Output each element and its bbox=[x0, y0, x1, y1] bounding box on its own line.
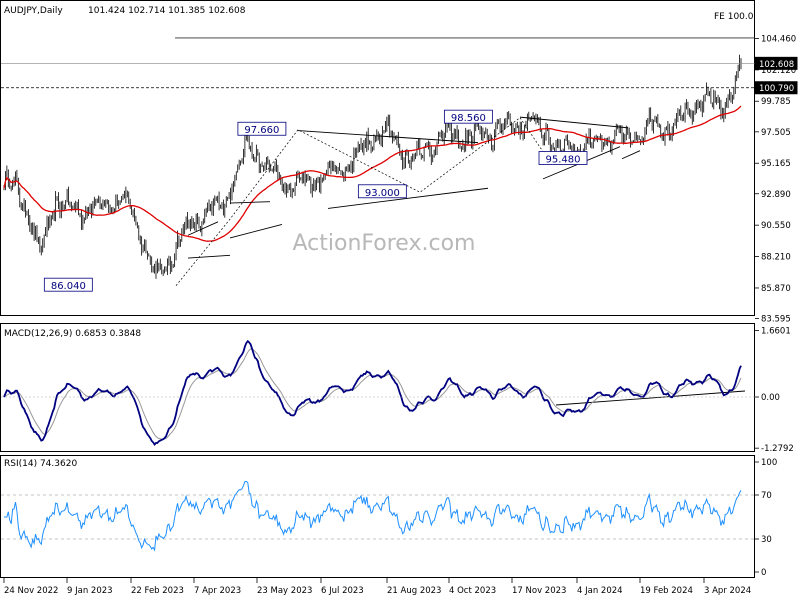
x-axis-label: 6 Jul 2023 bbox=[321, 586, 364, 596]
price-axis-label: 83.595 bbox=[761, 315, 791, 325]
rsi-layer bbox=[1, 480, 755, 552]
trend-line bbox=[229, 224, 283, 239]
x-axis-label: 7 Apr 2023 bbox=[194, 586, 241, 596]
macd-panel-frame bbox=[0, 323, 755, 452]
rsi-panel-frame bbox=[0, 455, 755, 578]
x-axis-label: 4 Jan 2024 bbox=[577, 586, 623, 596]
trend-line bbox=[519, 116, 629, 129]
axis-price-box-label: 100.790 bbox=[759, 84, 794, 94]
trend-line bbox=[187, 221, 219, 236]
macd-layer bbox=[1, 339, 755, 446]
annotation-box bbox=[43, 277, 93, 292]
macd-axis-label: 1.6601 bbox=[761, 327, 791, 337]
trend-line bbox=[297, 130, 479, 144]
macd-axis-label: 0.00 bbox=[761, 393, 780, 403]
trend-line bbox=[327, 187, 489, 209]
x-axis-label: 23 May 2023 bbox=[257, 586, 312, 596]
price-axis-label: 85.870 bbox=[761, 284, 791, 294]
x-axis-label: 3 Apr 2024 bbox=[704, 586, 751, 596]
price-annotation: 93.000 bbox=[357, 184, 407, 199]
annotation-label: 86.040 bbox=[51, 281, 86, 292]
price-axis-label: 92.890 bbox=[761, 190, 791, 200]
price-axis-label: 97.505 bbox=[761, 128, 791, 138]
annotation-box bbox=[357, 184, 407, 199]
axis-price-box-label: 102.608 bbox=[759, 60, 794, 70]
price-annotation: 98.560 bbox=[443, 109, 493, 124]
x-axis-label: 22 Feb 2023 bbox=[131, 586, 184, 596]
price-axis-label: 90.550 bbox=[761, 221, 791, 231]
price-layer: 86.040 97.660 93.000 98.560 95.480 bbox=[1, 37, 755, 292]
annotation-box bbox=[538, 151, 588, 165]
annotation-box bbox=[443, 109, 493, 124]
axis-price-box bbox=[754, 56, 798, 70]
macd-signal-line bbox=[3, 348, 742, 440]
price-annotation: 86.040 bbox=[43, 277, 93, 292]
price-axis-label: 99.785 bbox=[761, 97, 791, 107]
axis-price-box bbox=[754, 81, 798, 95]
annotation-label: 93.000 bbox=[365, 188, 400, 199]
trend-line bbox=[621, 150, 641, 160]
chart-symbol: AUDJPY,Daily bbox=[4, 6, 63, 16]
x-axis-label: 19 Feb 2024 bbox=[640, 586, 693, 596]
macd-trend-line bbox=[555, 390, 746, 406]
rsi-axis-label: 30 bbox=[761, 535, 772, 545]
fe-label: FE 100.0 bbox=[714, 12, 754, 22]
annotation-label: 98.560 bbox=[451, 113, 486, 124]
x-axis-label: 4 Oct 2023 bbox=[449, 586, 496, 596]
annotation-label: 97.660 bbox=[244, 125, 279, 136]
x-axis-label: 9 Jan 2023 bbox=[67, 586, 113, 596]
macd-line bbox=[3, 339, 742, 446]
rsi-axis-label: 70 bbox=[761, 491, 772, 501]
annotation-label: 95.480 bbox=[546, 155, 581, 166]
macd-axis-label: -1.2792 bbox=[761, 444, 794, 454]
rsi-axis-label: 0 bbox=[761, 568, 766, 578]
price-axis-label: 102.120 bbox=[761, 66, 796, 76]
chart-ohlc: 101.424 102.714 101.385 102.608 bbox=[88, 6, 246, 16]
price-axis-label: 104.460 bbox=[761, 34, 796, 44]
price-panel-frame bbox=[0, 0, 755, 316]
trend-line bbox=[187, 254, 231, 259]
price-annotation: 95.480 bbox=[538, 151, 588, 166]
axis-layer: 104.460 102.120 99.785 97.505 95.165 92.890 90… bbox=[3, 34, 798, 596]
annotation-box bbox=[237, 121, 287, 136]
trend-line bbox=[229, 201, 271, 204]
rsi-line bbox=[4, 480, 742, 552]
macd-label: MACD(12,26,9) 0.6853 0.3848 bbox=[4, 329, 141, 339]
moving-average-line bbox=[3, 105, 742, 242]
rsi-label: RSI(14) 74.3620 bbox=[4, 459, 77, 469]
price-axis-label: 88.210 bbox=[761, 253, 791, 263]
price-axis-label: 95.165 bbox=[761, 159, 791, 169]
wave-dashed-line bbox=[175, 117, 549, 286]
x-axis-label: 24 Nov 2022 bbox=[4, 586, 58, 596]
x-axis-label: 17 Nov 2023 bbox=[512, 586, 566, 596]
watermark: ActionForex.com bbox=[293, 231, 476, 256]
x-axis-label: 21 Aug 2023 bbox=[387, 586, 441, 596]
rsi-axis-label: 100 bbox=[761, 458, 777, 468]
price-annotation: 97.660 bbox=[237, 121, 287, 136]
